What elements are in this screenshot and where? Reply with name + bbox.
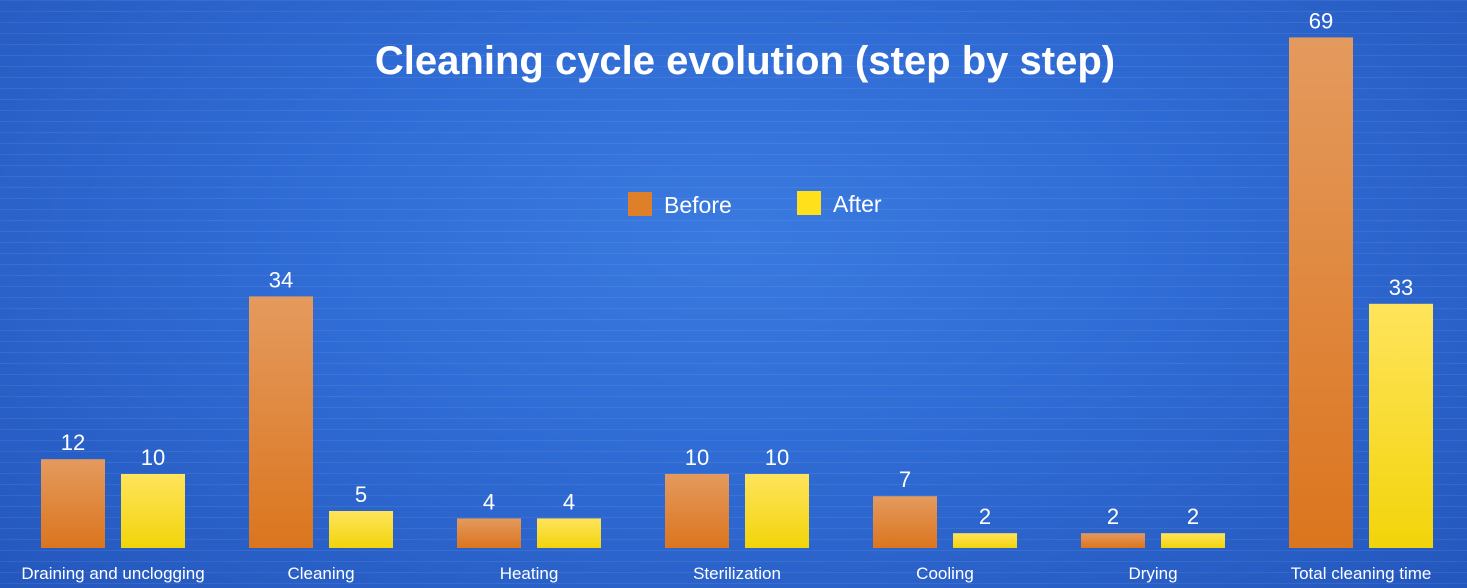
bar-after-6: [1369, 303, 1433, 548]
value-label-after-2: 4: [563, 489, 575, 514]
value-label-before-4: 7: [899, 467, 911, 492]
bar-before-1: [249, 296, 313, 548]
value-labels-group: 12 10 34 5 4 4 10 10 7 2 2 2 69 33: [61, 8, 1413, 529]
value-label-before-6: 69: [1309, 8, 1333, 33]
value-label-before-1: 34: [269, 267, 293, 292]
category-labels-group: Draining and unclogging Cleaning Heating St…: [21, 564, 1431, 583]
category-label-2: Heating: [500, 564, 559, 583]
bar-after-0: [121, 474, 185, 548]
bar-after-4: [953, 533, 1017, 548]
bar-after-5: [1161, 533, 1225, 548]
bar-after-2: [537, 518, 601, 548]
value-label-after-1: 5: [355, 482, 367, 507]
bar-before-3: [665, 474, 729, 548]
bar-before-6: [1289, 37, 1353, 549]
bar-before-2: [457, 518, 521, 548]
value-label-after-5: 2: [1187, 504, 1199, 529]
value-label-after-3: 10: [765, 445, 789, 470]
bar-before-0: [41, 459, 105, 548]
value-label-after-0: 10: [141, 445, 165, 470]
legend-label-after: After: [833, 191, 882, 217]
category-label-0: Draining and unclogging: [21, 564, 204, 583]
bar-after-3: [745, 474, 809, 548]
legend-swatch-before: [628, 192, 652, 216]
value-label-after-4: 2: [979, 504, 991, 529]
category-label-5: Drying: [1128, 564, 1177, 583]
chart-title: Cleaning cycle evolution (step by step): [375, 39, 1115, 83]
category-label-4: Cooling: [916, 564, 974, 583]
value-label-before-0: 12: [61, 430, 85, 455]
category-label-1: Cleaning: [287, 564, 354, 583]
legend: Before After: [628, 191, 882, 218]
legend-swatch-after: [797, 191, 821, 215]
legend-label-before: Before: [664, 192, 732, 218]
value-label-before-5: 2: [1107, 504, 1119, 529]
bars-group: [41, 37, 1433, 549]
value-label-before-3: 10: [685, 445, 709, 470]
value-label-before-2: 4: [483, 489, 495, 514]
bar-after-1: [329, 511, 393, 548]
category-label-3: Sterilization: [693, 564, 781, 583]
category-label-6: Total cleaning time: [1291, 564, 1432, 583]
value-label-after-6: 33: [1389, 275, 1413, 300]
bar-before-4: [873, 496, 937, 548]
bar-before-5: [1081, 533, 1145, 548]
